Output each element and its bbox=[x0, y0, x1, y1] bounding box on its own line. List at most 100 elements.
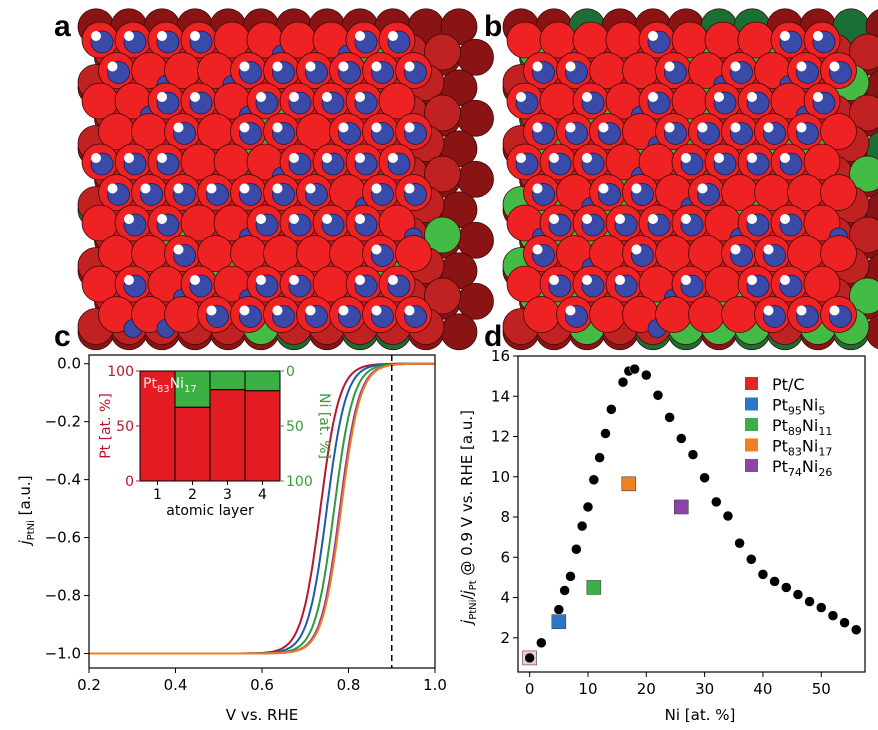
adsorbate-h bbox=[780, 214, 790, 224]
c-yticks: 0.0 −0.2 −0.4 −0.6 −0.8 −1.0 bbox=[45, 355, 89, 663]
d-sim-point bbox=[617, 376, 629, 388]
adsorbate-h bbox=[631, 183, 642, 194]
d-xlabel: Ni [at. %] bbox=[665, 706, 736, 724]
adsorbate-h bbox=[355, 92, 365, 102]
adsorbate-h bbox=[747, 214, 757, 224]
adsorbate-h bbox=[714, 92, 724, 102]
adsorbate-h bbox=[239, 61, 250, 72]
inset-xtick-label: 2 bbox=[188, 487, 197, 503]
inset-xlabel: atomic layer bbox=[166, 503, 254, 519]
adsorbate-h bbox=[124, 31, 134, 41]
subsurface-atom bbox=[849, 33, 878, 71]
adsorbate-h bbox=[124, 275, 134, 285]
anno-pt: Pt bbox=[143, 376, 157, 392]
adsorbate-h bbox=[404, 61, 415, 72]
adsorbate-h bbox=[549, 214, 559, 224]
surface-pt-atom bbox=[803, 265, 841, 303]
inset-left-tick-label: 0 bbox=[125, 474, 134, 490]
adsorbate-h bbox=[272, 305, 283, 316]
d-sim-point bbox=[792, 589, 804, 600]
adsorbate-h bbox=[615, 275, 625, 285]
adsorbate-h bbox=[371, 61, 382, 72]
adsorbate-h bbox=[338, 305, 349, 316]
d-sim-point bbox=[699, 472, 710, 484]
legend-swatch-Pt74Ni26 bbox=[745, 459, 758, 472]
panel-label-d: d bbox=[484, 320, 503, 353]
d-sim-point bbox=[559, 585, 570, 596]
d-sim-point bbox=[816, 602, 827, 613]
adsorbate-h bbox=[829, 305, 840, 316]
adsorbate-h bbox=[173, 122, 184, 133]
adsorbate-h bbox=[157, 92, 167, 102]
c-xtick-label: 1.0 bbox=[423, 676, 447, 694]
inset-left-tick-label: 100 bbox=[107, 364, 134, 380]
d-ytick-label: 6 bbox=[500, 548, 510, 566]
d-sim-point bbox=[746, 554, 757, 565]
d-sim-point bbox=[565, 571, 576, 582]
c-inset-composition: 1 2 3 4 0 0 50 50 100 100 atomic layer Pt [at. %]… bbox=[98, 364, 332, 519]
adsorbate-h bbox=[272, 61, 283, 72]
adsorbate-h bbox=[305, 183, 316, 194]
inset-bar-ni-layer-2 bbox=[174, 370, 211, 408]
adsorbate-h bbox=[582, 214, 592, 224]
adsorbate-h bbox=[124, 214, 134, 224]
d-sim-point bbox=[641, 369, 652, 381]
inset-right-tick-label: 0 bbox=[286, 364, 295, 380]
adsorbate-h bbox=[190, 275, 200, 285]
subsurface-atom bbox=[424, 277, 461, 315]
adsorbate-h bbox=[681, 214, 691, 224]
adsorbate-h bbox=[206, 305, 217, 316]
c-ylabel-sub: PtNi bbox=[26, 520, 37, 540]
legend-swatch-Pt83Ni17 bbox=[745, 438, 758, 452]
legend-label-Pt83Ni17: Pt83Ni17 bbox=[772, 437, 832, 459]
c-curve-Pt83Ni17 bbox=[89, 362, 435, 655]
d-sim-point bbox=[664, 412, 675, 423]
c-xlabel: V vs. RHE bbox=[226, 706, 298, 724]
adsorbate-h bbox=[664, 122, 675, 133]
adsorbate-h bbox=[272, 183, 283, 194]
adsorbate-h bbox=[157, 214, 167, 224]
adsorbate-h bbox=[239, 305, 250, 316]
d-sim-point bbox=[827, 610, 839, 621]
c-xtick-label: 0.4 bbox=[164, 676, 188, 694]
d-ytick-label: 4 bbox=[500, 589, 510, 607]
d-yticks: 2 4 6 8 10 12 14 16 bbox=[491, 347, 518, 647]
adsorbate-h bbox=[549, 153, 559, 163]
adsorbate-h bbox=[91, 31, 101, 41]
adsorbate-h bbox=[371, 122, 382, 133]
c-ytick-label: −0.8 bbox=[45, 587, 81, 605]
adsorbate-h bbox=[322, 92, 332, 102]
panel-label-b: b bbox=[484, 10, 503, 43]
d-xtick-label: 0 bbox=[525, 680, 535, 698]
adsorbate-h bbox=[256, 92, 266, 102]
adsorbate-h bbox=[516, 92, 526, 102]
adsorbate-h bbox=[289, 275, 299, 285]
d-ytick-label: 16 bbox=[491, 347, 510, 365]
adsorbate-h bbox=[190, 92, 200, 102]
d-xtick-label: 50 bbox=[812, 680, 831, 698]
c-ytick-label: −0.2 bbox=[45, 413, 81, 431]
adsorbate-h bbox=[157, 31, 167, 41]
inset-right-tick-label: 50 bbox=[286, 419, 304, 435]
adsorbate-h bbox=[305, 61, 316, 72]
adsorbate-h bbox=[516, 153, 526, 163]
d-ylabel: jPtNi/jPt @ 0.9 V vs. RHE [a.u.] bbox=[458, 410, 479, 626]
c-xticks: 0.2 0.4 0.6 0.8 1.0 bbox=[77, 668, 447, 694]
d-sim-point bbox=[606, 404, 617, 415]
d-sim-point bbox=[594, 452, 605, 463]
d-xtick-label: 30 bbox=[695, 680, 714, 698]
d-sim-point bbox=[734, 537, 745, 549]
inset-right-axis-label: Ni [at. %] bbox=[316, 393, 332, 459]
d-sim-point bbox=[652, 389, 664, 401]
d-sim-point bbox=[524, 652, 535, 664]
adsorbate-h bbox=[780, 31, 790, 41]
subsurface-atom bbox=[849, 94, 878, 132]
adsorbate-h bbox=[532, 183, 543, 194]
adsorbate-h bbox=[648, 214, 658, 224]
d-xtick-label: 40 bbox=[753, 680, 772, 698]
c-xtick-label: 0.6 bbox=[250, 676, 274, 694]
adsorbate-h bbox=[355, 31, 365, 41]
adsorbate-h bbox=[355, 275, 365, 285]
subsurface-atom bbox=[424, 216, 461, 254]
